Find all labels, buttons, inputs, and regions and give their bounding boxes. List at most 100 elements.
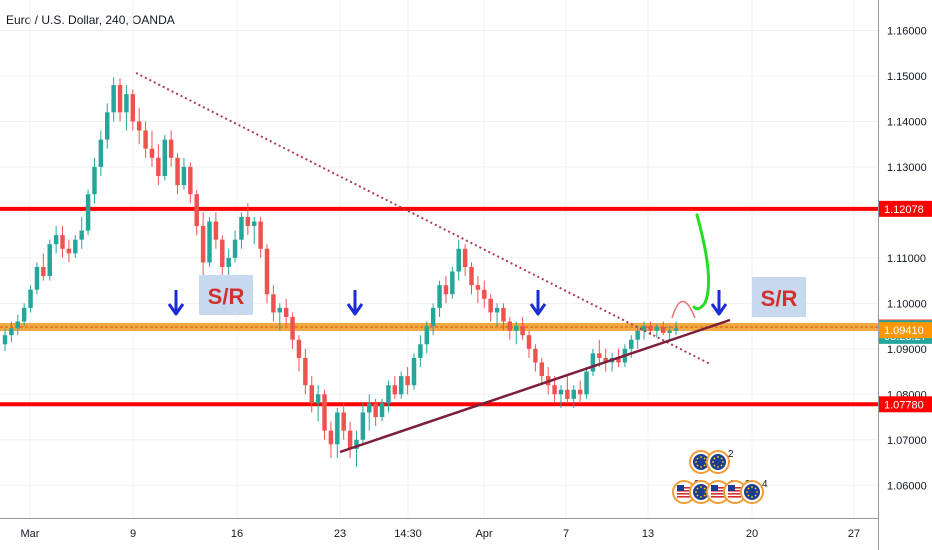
flag-star [700, 486, 702, 488]
candle-body [283, 307, 289, 317]
candle-body [303, 357, 308, 386]
price-tick-label: 1.14000 [887, 116, 927, 128]
drawings: S/R S/R [135, 72, 806, 454]
projection-arc [671, 300, 696, 319]
candle-body [66, 248, 72, 254]
price-tick-label: 1.15000 [887, 71, 927, 83]
eu-flag-icon[interactable]: 4 [740, 479, 768, 504]
flag-star [695, 461, 697, 463]
candle-body [648, 326, 653, 331]
candle-body [2, 335, 8, 345]
candle-body [194, 194, 199, 227]
candle-body [373, 403, 378, 418]
event-icons[interactable]: 23494 [672, 449, 768, 504]
flag-canton [677, 485, 684, 491]
ascending-trendline [339, 318, 731, 454]
price-tick-label: 1.13000 [887, 162, 927, 174]
flag-stripe [711, 496, 725, 498]
flag-star [703, 464, 706, 467]
sr-label: S/R [752, 277, 806, 317]
candle-body [175, 157, 180, 186]
candle-body [21, 307, 27, 322]
descending-trendline [135, 72, 711, 365]
candle-body [482, 289, 487, 299]
flag-star [713, 457, 716, 460]
candle-body [514, 326, 519, 331]
candle-body [398, 376, 404, 395]
flag-stripe [728, 493, 742, 495]
candle-body [456, 248, 461, 272]
candle-body [418, 344, 423, 358]
eu-flag-icon[interactable] [689, 480, 713, 504]
flag-star [696, 487, 699, 490]
flag-star [713, 464, 716, 467]
candle-body [654, 326, 660, 331]
flag-star [746, 491, 748, 493]
candle-body [360, 412, 366, 440]
candle-body [392, 385, 398, 395]
candle-body [15, 321, 21, 329]
candle-body [34, 266, 40, 290]
price-tick-label: 1.06000 [887, 480, 927, 492]
time-tick-label: Apr [475, 528, 492, 540]
candle-body [213, 221, 219, 240]
candle-body [290, 316, 295, 340]
price-tag-bg [879, 396, 932, 413]
time-axis[interactable]: Mar 9 16 23 14:30 Apr 7 13 20 27 [0, 518, 878, 550]
candle-body [156, 157, 161, 177]
candle-body [641, 326, 647, 331]
candle-body [41, 266, 46, 277]
flag-canton [728, 485, 735, 491]
price-axis[interactable]: 1.160001.150001.140001.130001.120001.110… [878, 0, 932, 550]
price-axis-bg [878, 0, 932, 550]
flag-star [696, 494, 699, 497]
candle-body [79, 230, 84, 240]
candle-body [603, 357, 608, 363]
flag-star [695, 491, 697, 493]
eu-flag-icon[interactable]: 2 [706, 449, 734, 474]
down-arrow-icon [710, 290, 728, 316]
flag-canton [711, 485, 718, 491]
candle-body [584, 371, 589, 395]
candle-body [597, 353, 602, 358]
candle-body [149, 148, 155, 158]
arrow-head [346, 303, 364, 316]
candle-body [571, 389, 576, 399]
candle-body [552, 385, 557, 395]
candle-body [271, 294, 276, 313]
candle-body [251, 221, 257, 227]
candle-body [341, 412, 346, 431]
candle-body [667, 330, 672, 333]
candle-body [565, 389, 570, 399]
candle-body [73, 239, 78, 254]
flag-star [703, 457, 706, 460]
candle-body [347, 430, 353, 449]
candle-body [239, 216, 244, 240]
candle-body [424, 326, 430, 345]
flag-star [747, 494, 750, 497]
price-tag-label: 1.07780 [884, 399, 924, 411]
candle-body [501, 307, 506, 322]
price-tick-label: 1.07000 [887, 435, 927, 447]
eu-flag-icon[interactable] [689, 450, 713, 474]
sr-band [0, 322, 878, 331]
candle-body [232, 239, 238, 258]
candle-body [629, 339, 634, 349]
price-tag-label: 1.12078 [884, 204, 924, 216]
candle-body [92, 166, 97, 195]
candle-body [47, 244, 52, 277]
candle-body [354, 439, 359, 449]
flag-star [696, 464, 699, 467]
candle-body [9, 328, 14, 336]
flag-star [717, 466, 719, 468]
candle-body [386, 385, 391, 404]
time-tick-label: 7 [563, 528, 569, 540]
candle-body [105, 112, 110, 140]
candle-body [405, 376, 410, 386]
flag-star [756, 491, 758, 493]
candle-body [220, 239, 225, 267]
flag-star [696, 457, 699, 460]
candle-body [315, 394, 321, 404]
